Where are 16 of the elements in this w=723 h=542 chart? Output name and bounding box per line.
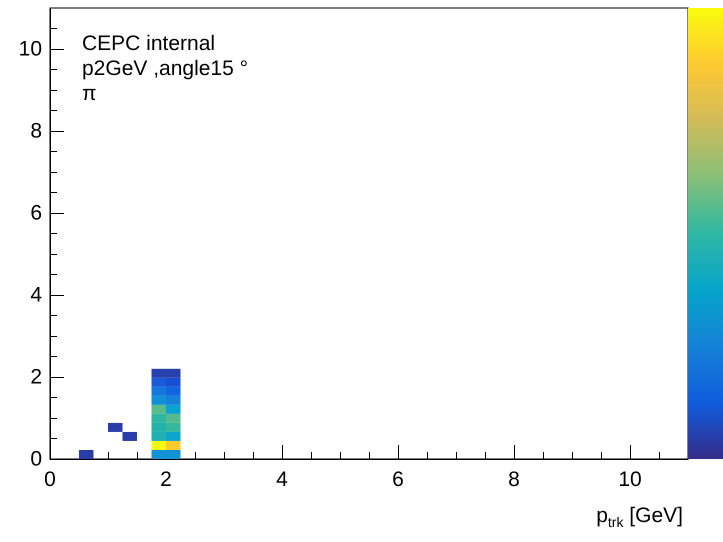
annotation: CEPC internal xyxy=(82,32,216,55)
y-tick-label: 6 xyxy=(30,202,42,224)
x-tick-label: 10 xyxy=(618,468,642,491)
annotation: p2GeV ,angle15 ° xyxy=(82,57,248,80)
y-tick-label: 2 xyxy=(30,366,42,388)
x-tick-label: 8 xyxy=(508,468,520,491)
y-tick-label: 0 xyxy=(30,448,42,470)
y-tick-label: 4 xyxy=(30,284,42,306)
x-tick-label: 6 xyxy=(392,468,404,491)
x-axis-title: p$_{trk}$ [GeV] xyxy=(596,504,683,530)
y-tick-label: 10 xyxy=(18,38,42,60)
x-tick-label: 0 xyxy=(44,468,56,491)
annotation: π xyxy=(82,82,96,105)
x-tick-label: 4 xyxy=(276,468,288,491)
x-tick-label: 2 xyxy=(160,468,172,491)
y-tick-label: 8 xyxy=(30,120,42,142)
